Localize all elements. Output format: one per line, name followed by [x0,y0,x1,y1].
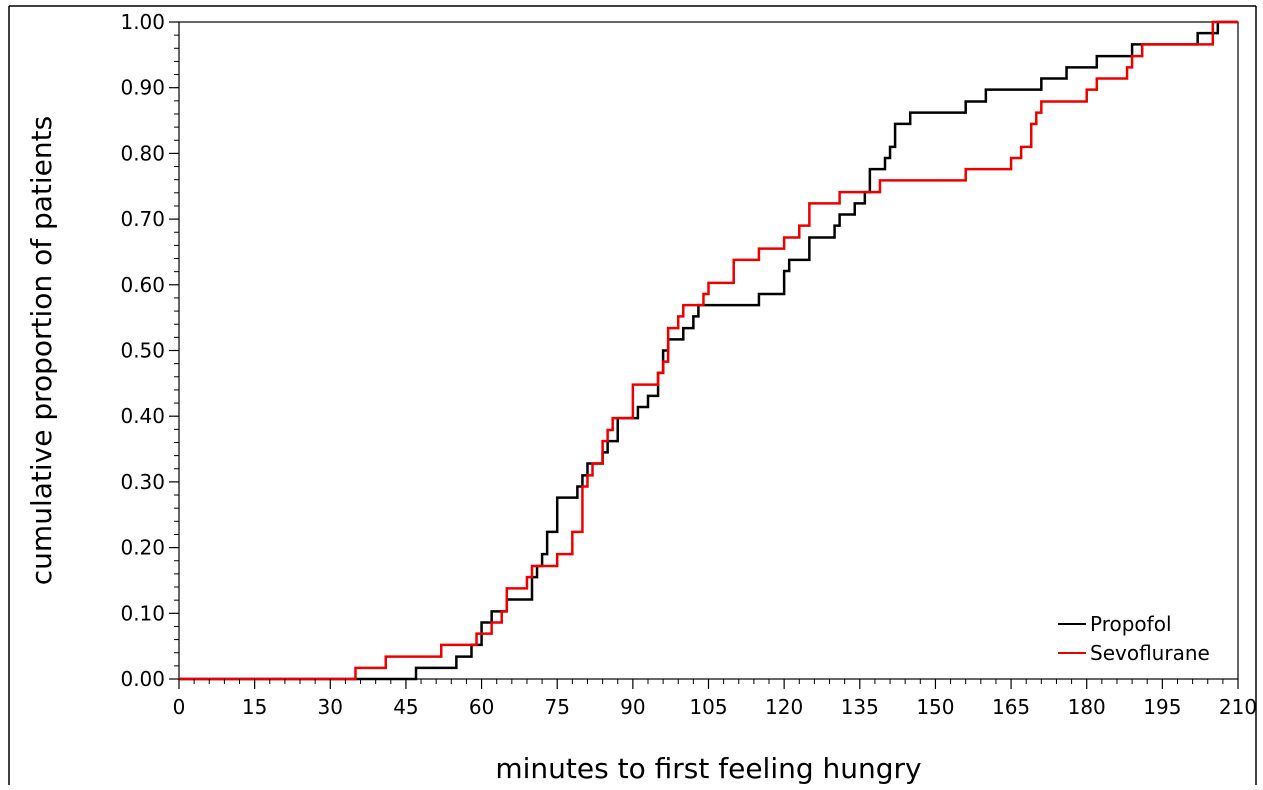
y-tick-label: 0.20 [120,536,165,560]
series-line-propofol [179,20,1238,681]
plot-area-frame [178,21,1239,680]
x-tick-label: 210 [1219,695,1257,719]
x-tick-label: 60 [469,695,494,719]
x-axis-title: minutes to first feeling hungry [495,752,921,785]
x-tick-label: 135 [841,695,879,719]
legend-label-sevoflurane: Sevoflurane [1090,641,1210,665]
axis-layer: 0 15 30 45 60 75 90 105 120 135 150 165 180 195 210 0.0… [25,10,1257,785]
x-tick-label: 45 [393,695,418,719]
x-tick-label: 0 [173,695,186,719]
y-tick-label: 0.00 [120,667,165,691]
x-tick-label: 105 [689,695,727,719]
x-tick-label: 75 [544,695,569,719]
y-tick-label: 0.60 [120,273,165,297]
series-line-sevoflurane [179,20,1238,681]
legend-label-propofol: Propofol [1090,612,1172,636]
x-tick-label: 120 [765,695,803,719]
x-tick-label: 180 [1068,695,1106,719]
y-tick-label: 0.30 [120,470,165,494]
y-axis-title: cumulative proportion of patients [25,116,58,585]
y-tick-label: 0.40 [120,404,165,428]
x-tick-label: 15 [242,695,267,719]
x-tick-label: 150 [916,695,954,719]
x-tick-label: 195 [1143,695,1181,719]
y-tick-label: 0.90 [120,76,165,100]
legend: Propofol Sevoflurane [1058,612,1210,665]
y-tick-label: 0.80 [120,141,165,165]
y-tick-label: 0.10 [120,601,165,625]
x-tick-label: 30 [318,695,343,719]
x-tick-label: 165 [992,695,1030,719]
x-tick-label: 90 [620,695,645,719]
y-tick-label: 1.00 [120,10,165,34]
y-tick-label: 0.70 [120,207,165,231]
series-layer [179,20,1238,681]
y-tick-label: 0.50 [120,339,165,363]
